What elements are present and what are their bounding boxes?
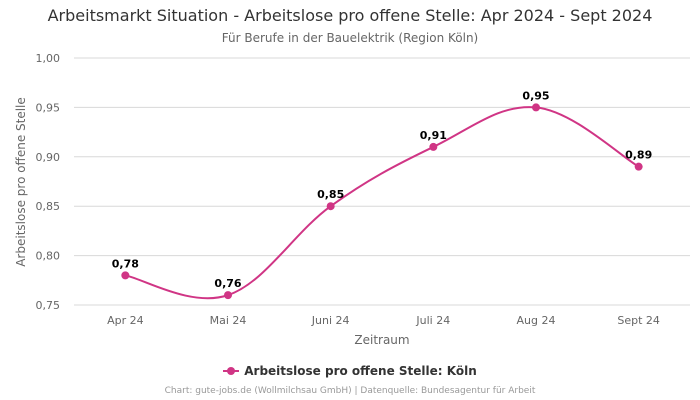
y-tick-label: 0,75 <box>36 299 61 312</box>
chart-title: Arbeitsmarkt Situation - Arbeitslose pro… <box>47 6 653 25</box>
series-line <box>125 106 640 300</box>
data-point[interactable] <box>532 103 540 112</box>
x-axis-title: Zeitraum <box>354 333 409 347</box>
legend-marker-icon <box>223 366 240 376</box>
chart-subtitle: Für Berufe in der Bauelektrik (Region Kö… <box>221 31 479 45</box>
credits: Chart: gute-jobs.de (Wollmilchsau GmbH) … <box>164 386 536 396</box>
data-label: 0,85 <box>317 188 344 201</box>
y-tick-label: 0,80 <box>36 250 61 263</box>
y-tick-label: 0,85 <box>36 200 61 213</box>
data-point[interactable] <box>429 142 438 151</box>
data-label: 0,89 <box>625 149 652 162</box>
y-tick-label: 0,95 <box>36 101 61 114</box>
y-tick-label: 0,90 <box>36 151 61 164</box>
data-point[interactable] <box>326 202 335 211</box>
legend[interactable]: Arbeitslose pro offene Stelle: Köln <box>0 364 700 378</box>
data-label: 0,91 <box>420 129 447 142</box>
x-tick-label: Aug 24 <box>517 314 556 327</box>
legend-label: Arbeitslose pro offene Stelle: Köln <box>244 364 477 378</box>
data-point[interactable] <box>121 271 130 280</box>
data-label: 0,76 <box>214 277 241 290</box>
y-axis-title: Arbeitslose pro offene Stelle <box>14 97 28 267</box>
x-tick-label: Apr 24 <box>107 314 144 327</box>
x-tick-label: Sept 24 <box>617 314 660 327</box>
x-tick-label: Juni 24 <box>311 314 350 327</box>
data-label: 0,78 <box>112 257 139 270</box>
data-point[interactable] <box>634 162 643 171</box>
x-tick-label: Mai 24 <box>210 314 247 327</box>
data-label: 0,95 <box>522 89 549 102</box>
data-point[interactable] <box>224 291 232 300</box>
x-tick-label: Juli 24 <box>415 314 450 327</box>
y-tick-label: 1,00 <box>36 52 61 65</box>
